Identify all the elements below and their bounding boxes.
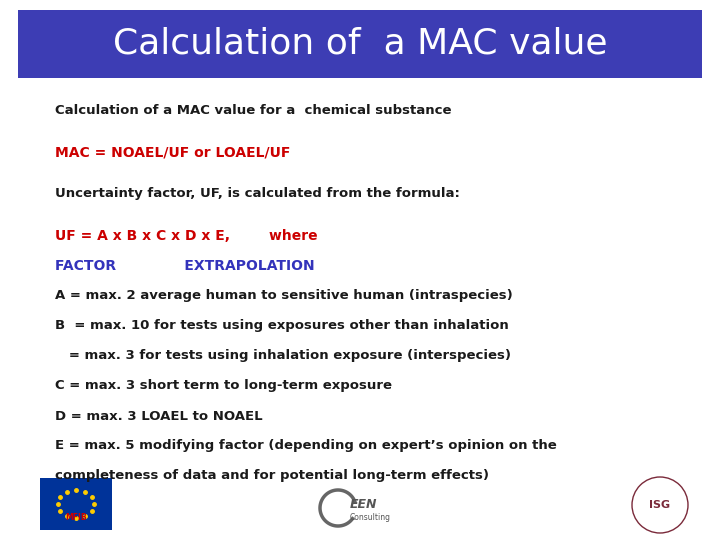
Text: Calculation of a MAC value for a  chemical substance: Calculation of a MAC value for a chemica… (55, 104, 451, 117)
Bar (40, 478, 112, 530)
Bar (18, 10, 702, 78)
Text: MAC = NOAEL/UF or LOAEL/UF: MAC = NOAEL/UF or LOAEL/UF (55, 145, 290, 159)
Text: E = max. 5 modifying factor (depending on expert’s opinion on the: E = max. 5 modifying factor (depending o… (55, 440, 557, 453)
Text: Consulting: Consulting (350, 514, 391, 523)
Text: Uncertainty factor, UF, is calculated from the formula:: Uncertainty factor, UF, is calculated fr… (55, 187, 460, 200)
Text: FACTOR              EXTRAPOLATION: FACTOR EXTRAPOLATION (55, 259, 315, 273)
Text: Calculation of  a MAC value: Calculation of a MAC value (113, 27, 607, 61)
Text: MFIB: MFIB (66, 512, 87, 522)
Text: ISG: ISG (649, 500, 670, 510)
Text: = max. 3 for tests using inhalation exposure (interspecies): = max. 3 for tests using inhalation expo… (55, 349, 511, 362)
Text: C = max. 3 short term to long-term exposure: C = max. 3 short term to long-term expos… (55, 380, 392, 393)
Text: completeness of data and for potential long-term effects): completeness of data and for potential l… (55, 469, 489, 483)
Text: UF = A x B x C x D x E,        where: UF = A x B x C x D x E, where (55, 229, 318, 243)
Text: A = max. 2 average human to sensitive human (intraspecies): A = max. 2 average human to sensitive hu… (55, 289, 513, 302)
Text: D = max. 3 LOAEL to NOAEL: D = max. 3 LOAEL to NOAEL (55, 409, 263, 422)
Text: B  = max. 10 for tests using exposures other than inhalation: B = max. 10 for tests using exposures ot… (55, 320, 509, 333)
Text: EEN: EEN (350, 497, 377, 510)
